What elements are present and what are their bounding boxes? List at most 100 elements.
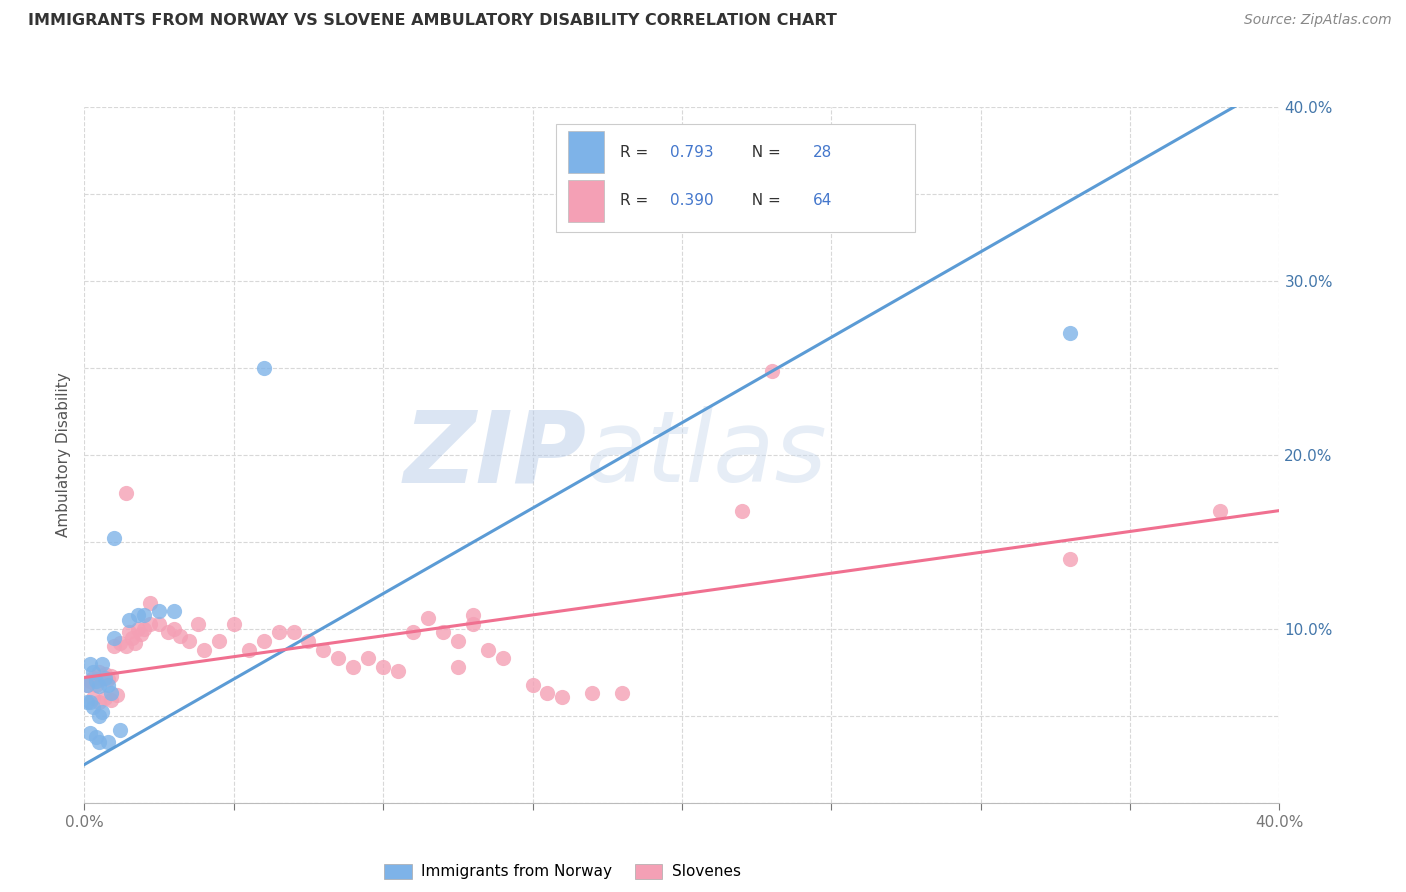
Point: [148, 616, 170, 631]
Point: [82, 671, 104, 685]
Point: [76, 677, 98, 691]
Point: [139, 596, 162, 610]
Point: [731, 503, 754, 517]
Point: [187, 616, 209, 631]
Point: [387, 664, 409, 678]
Point: [371, 660, 394, 674]
Point: [357, 651, 380, 665]
Point: [551, 690, 574, 704]
Point: [79, 695, 101, 709]
Point: [253, 634, 276, 648]
Point: [115, 639, 138, 653]
Bar: [568, 131, 605, 173]
Text: R =: R =: [620, 145, 652, 160]
Point: [82, 700, 104, 714]
Point: [461, 616, 484, 631]
Point: [328, 651, 350, 665]
Text: ZIP: ZIP: [404, 407, 586, 503]
Point: [283, 625, 305, 640]
Point: [416, 611, 439, 625]
Point: [91, 671, 114, 685]
Point: [447, 660, 470, 674]
Point: [110, 636, 132, 650]
Text: R =: R =: [620, 194, 652, 209]
Point: [461, 607, 484, 622]
Point: [127, 622, 149, 636]
Point: [100, 669, 122, 683]
Y-axis label: Ambulatory Disability: Ambulatory Disability: [56, 373, 72, 537]
Point: [193, 642, 215, 657]
Point: [157, 625, 180, 640]
Text: atlas: atlas: [586, 407, 828, 503]
Text: Source: ZipAtlas.com: Source: ZipAtlas.com: [1244, 13, 1392, 28]
Point: [76, 695, 98, 709]
Point: [89, 665, 111, 680]
Point: [91, 706, 114, 720]
Point: [253, 360, 276, 375]
Point: [477, 642, 499, 657]
Point: [402, 625, 425, 640]
Point: [89, 735, 111, 749]
Point: [312, 642, 335, 657]
Point: [432, 625, 454, 640]
Point: [86, 730, 108, 744]
Point: [129, 627, 152, 641]
Point: [139, 616, 162, 631]
Point: [267, 625, 290, 640]
Point: [163, 622, 186, 636]
Point: [121, 631, 143, 645]
Point: [132, 607, 156, 622]
Point: [163, 605, 186, 619]
Point: [342, 660, 364, 674]
Point: [297, 634, 319, 648]
Point: [79, 674, 101, 689]
Point: [610, 686, 633, 700]
Bar: [568, 180, 605, 222]
Point: [1059, 326, 1081, 340]
Point: [1208, 503, 1232, 517]
Point: [522, 677, 544, 691]
Point: [118, 625, 141, 640]
Point: [127, 607, 149, 622]
Point: [86, 674, 108, 689]
Point: [94, 691, 117, 706]
Point: [208, 634, 231, 648]
Point: [536, 686, 558, 700]
Point: [115, 486, 138, 500]
Point: [97, 677, 120, 691]
Point: [97, 673, 120, 687]
Point: [89, 679, 111, 693]
Point: [118, 613, 141, 627]
Text: 0.793: 0.793: [669, 145, 714, 160]
Point: [94, 671, 117, 685]
FancyBboxPatch shape: [557, 124, 915, 232]
Text: N =: N =: [742, 194, 786, 209]
Point: [238, 642, 260, 657]
Point: [79, 657, 101, 671]
Point: [82, 665, 104, 680]
Point: [124, 636, 146, 650]
Point: [76, 677, 98, 691]
Text: IMMIGRANTS FROM NORWAY VS SLOVENE AMBULATORY DISABILITY CORRELATION CHART: IMMIGRANTS FROM NORWAY VS SLOVENE AMBULA…: [28, 13, 837, 29]
Point: [94, 667, 117, 681]
Point: [110, 723, 132, 737]
Point: [86, 677, 108, 691]
Point: [79, 726, 101, 740]
Point: [581, 686, 603, 700]
Point: [89, 695, 111, 709]
Point: [103, 532, 125, 546]
Point: [169, 629, 191, 643]
Point: [132, 622, 156, 636]
Text: 28: 28: [813, 145, 832, 160]
Point: [492, 651, 515, 665]
Text: N =: N =: [742, 145, 786, 160]
Legend: Immigrants from Norway, Slovenes: Immigrants from Norway, Slovenes: [378, 857, 747, 886]
Point: [1059, 552, 1081, 566]
Point: [761, 364, 783, 378]
Point: [89, 708, 111, 723]
Point: [91, 657, 114, 671]
Point: [103, 639, 125, 653]
Text: 64: 64: [813, 194, 832, 209]
Point: [97, 735, 120, 749]
Text: 0.390: 0.390: [669, 194, 714, 209]
